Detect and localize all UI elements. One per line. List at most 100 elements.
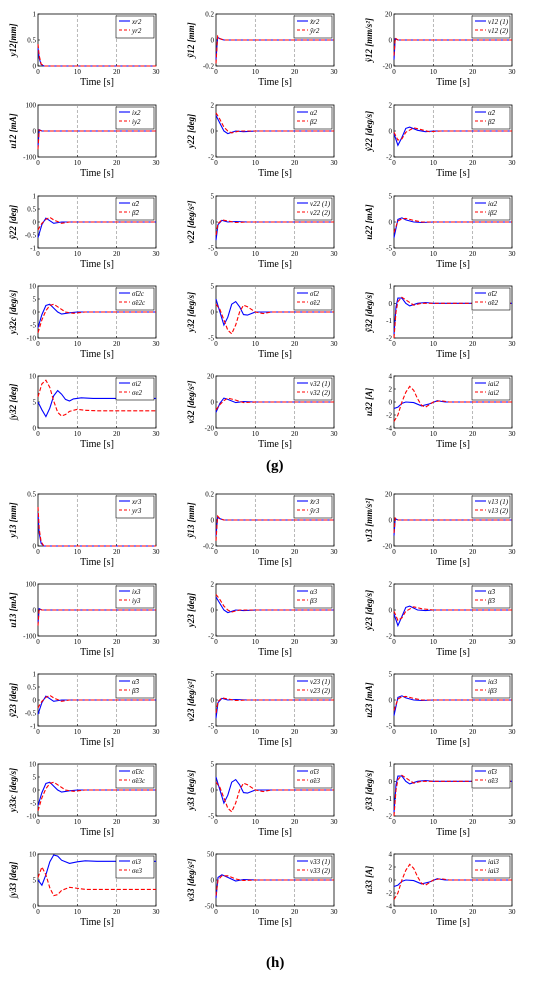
plot-g-9-xlabel: Time [s] xyxy=(436,259,470,270)
plot-h-2-xlabel: Time [s] xyxy=(258,557,292,568)
plot-h-15-legend-label-2: iai3 xyxy=(488,867,499,875)
plot-g-3-xtick-label: 30 xyxy=(509,68,517,76)
plot-g-15-ytick-label: 0 xyxy=(389,399,393,407)
plot-g-11-ylabel: y32 [deg/s] xyxy=(186,292,196,333)
plot-g-2-xtick-label: 0 xyxy=(214,68,218,76)
plot-g-14-xtick-label: 30 xyxy=(331,430,339,438)
plot-g-5-ytick-label: 2 xyxy=(211,102,215,110)
plot-g-2-xtick-label: 20 xyxy=(291,68,299,76)
plot-h-6-ytick-label: -2 xyxy=(386,633,392,641)
plot-h-4-xlabel: Time [s] xyxy=(80,647,114,658)
plot-g-4-ytick-label: 0 xyxy=(33,128,37,136)
plot-g-6-xtick-label: 0 xyxy=(392,159,396,167)
plot-h-12-ytick-label: 0 xyxy=(389,778,393,786)
plot-h-9-ytick-label: -5 xyxy=(386,723,392,731)
plot-h-5-xtick-label: 0 xyxy=(214,638,218,646)
plot-g-9-ytick-label: 5 xyxy=(389,193,393,201)
plot-h-5-xtick-label: 20 xyxy=(291,638,299,646)
plot-g-2-ytick-label: 0.2 xyxy=(205,11,214,19)
plot-h-15-series-1 xyxy=(393,878,512,888)
plot-g-2-xlabel: Time [s] xyxy=(258,77,292,88)
plot-h-14-legend-label-1: v33 (1) xyxy=(310,858,331,866)
plot-g-12-legend-label-2: σ̃̇e2 xyxy=(488,299,499,307)
plot-g-1-legend-label-1: xr2 xyxy=(131,18,142,26)
plot-g-13-legend-label-1: σi2 xyxy=(132,380,141,388)
plot-h-10-ytick-label: 0 xyxy=(33,787,37,795)
plot-h-13-series-1 xyxy=(37,854,156,887)
plot-h-7-legend-label-1: α̃3 xyxy=(132,678,140,686)
plot-h-15-xtick-label: 10 xyxy=(430,908,438,916)
plot-g-8-xtick-label: 20 xyxy=(291,250,299,258)
plot-g-11-xtick-label: 0 xyxy=(214,340,218,348)
plot-g-10-ylabel: y32c [deg/s] xyxy=(8,290,18,335)
plot-h-12-legend-label-2: σ̃̇e3 xyxy=(488,777,499,785)
group-label-g: (g) xyxy=(266,458,284,474)
plot-h-10-xtick-label: 0 xyxy=(36,818,40,826)
plot-h-12-series-2 xyxy=(393,774,512,817)
plot-g-5-xtick-label: 30 xyxy=(331,159,339,167)
plot-g-6-xtick-label: 20 xyxy=(469,159,477,167)
plot-h-6-xtick-label: 30 xyxy=(509,638,517,646)
plot-g-2-legend-label-2: ỹr2 xyxy=(309,27,320,35)
plot-g-4-xtick-label: 30 xyxy=(153,159,161,167)
plot-h-10-xtick-label: 10 xyxy=(74,818,82,826)
plot-h-7-xtick-label: 0 xyxy=(36,728,40,736)
plot-h-10-ytick-label: -10 xyxy=(27,813,37,821)
plot-h-15-xtick-label: 20 xyxy=(469,908,477,916)
plot-g-5-xtick-label: 20 xyxy=(291,159,299,167)
plot-h-9-xtick-label: 10 xyxy=(430,728,438,736)
plot-h-13-ytick-label: 0 xyxy=(33,903,37,911)
plot-h-12-xtick-label: 20 xyxy=(469,818,477,826)
plot-g-6-xtick-label: 30 xyxy=(509,159,517,167)
plot-h-5-ytick-label: -2 xyxy=(208,633,214,641)
plot-g-10-xtick-label: 0 xyxy=(36,340,40,348)
plot-h-1-legend-label-1: xr3 xyxy=(131,498,142,506)
plot-g-1-legend-label-2: yr2 xyxy=(131,27,142,35)
plot-h-1-xtick-label: 0 xyxy=(36,548,40,556)
plot-h-6-xtick-label: 20 xyxy=(469,638,477,646)
plot-h-6-legend-label-1: α̇3 xyxy=(488,588,496,596)
plot-h-11-series-2 xyxy=(215,781,334,813)
plot-h-13-legend-label-1: σi3 xyxy=(132,858,141,866)
plot-g-3-series-2 xyxy=(393,36,512,56)
plot-h-11-ytick-label: -5 xyxy=(208,813,214,821)
plot-g-5-legend-label-2: β2 xyxy=(309,118,317,126)
plot-h-7-ylabel: ỹ23 [deg] xyxy=(8,683,18,718)
plot-g-14-ylabel: v32 [deg/s²] xyxy=(186,381,196,424)
plot-g-12-ylabel: ỹ32 [deg/s] xyxy=(364,292,374,333)
plot-h-5-xtick-label: 10 xyxy=(252,638,260,646)
plot-g-8-series-2 xyxy=(215,219,334,236)
plot-g-11-ytick-label: 0 xyxy=(211,309,215,317)
plot-g-11-xtick-label: 20 xyxy=(291,340,299,348)
plot-h-14-legend-label-2: v33 (2) xyxy=(310,867,331,875)
plot-h-15-ytick-label: 4 xyxy=(389,851,393,859)
plot-g-2-legend-label-1: x̃r2 xyxy=(309,18,320,26)
plot-g-7-ytick-label: 0.5 xyxy=(27,206,36,214)
plot-g-12-ytick-label: -1 xyxy=(386,317,392,325)
plot-h-3-xtick-label: 10 xyxy=(430,548,438,556)
plot-g-10-series-2 xyxy=(37,303,156,333)
plot-g-14-legend-label-1: v32 (1) xyxy=(310,380,331,388)
plot-h-6-ylabel: ẏ23 [deg/s] xyxy=(364,590,374,631)
plot-g-13-ylabel: ∫y32 [deg] xyxy=(8,384,19,422)
plot-g-12-legend-label-1: σ̃̇i2 xyxy=(488,290,497,298)
plot-h-3-legend-label-1: v13 (1) xyxy=(488,498,509,506)
plot-h-4-xtick-label: 30 xyxy=(153,638,161,646)
plot-h-14-xtick-label: 30 xyxy=(331,908,339,916)
plot-h-10-series-2 xyxy=(37,781,156,811)
plot-h-13-series-2 xyxy=(37,865,156,897)
plot-g-14-series-2 xyxy=(215,397,334,411)
plot-h-4-xtick-label: 20 xyxy=(113,638,121,646)
plot-g-7-ytick-label: -1 xyxy=(30,245,36,253)
plot-g-2-xtick-label: 30 xyxy=(331,68,339,76)
plot-g-4-ytick-label: -100 xyxy=(23,154,36,162)
plot-h-5-ylabel: y23 [deg] xyxy=(186,593,196,628)
plot-h-9-legend-label-2: iβ3 xyxy=(488,687,497,695)
plot-g-10-ytick-label: -10 xyxy=(27,335,37,343)
plot-g-10-ytick-label: 5 xyxy=(33,296,37,304)
